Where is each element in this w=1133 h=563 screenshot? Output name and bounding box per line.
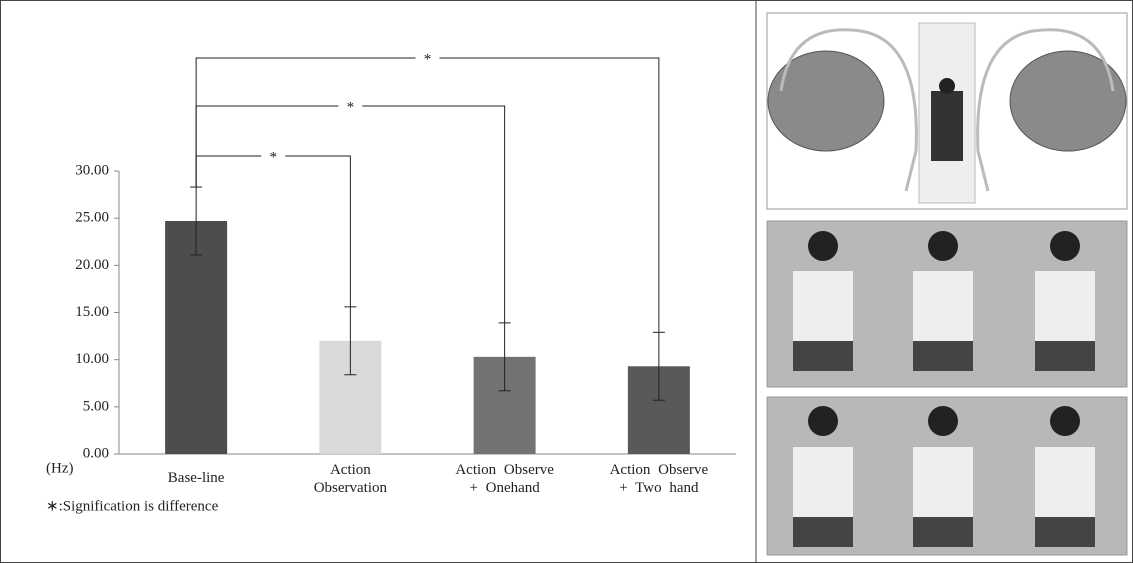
significance-label: * <box>424 51 432 67</box>
y-tick-label: 0.00 <box>83 445 109 461</box>
bar <box>165 221 227 454</box>
y-tick-label: 15.00 <box>75 304 109 320</box>
brain-image <box>767 13 1127 209</box>
x-tick-label: Action Observation <box>296 461 404 497</box>
y-tick-label: 10.00 <box>75 351 109 367</box>
significance-label: * <box>347 99 355 115</box>
y-unit: (Hz) <box>46 460 73 476</box>
x-tick-label: Action Observe + Onehand <box>451 461 559 497</box>
note: ∗:Signification is difference <box>46 498 219 514</box>
significance-bracket <box>196 58 659 332</box>
y-tick-label: 25.00 <box>75 210 109 226</box>
y-tick-label: 5.00 <box>83 398 109 414</box>
page: (Hz) ∗:Signification is difference 0.00 5… <box>0 0 1133 563</box>
significance-label: * <box>270 149 278 165</box>
photo-one-hand <box>767 221 1127 387</box>
x-tick-label: Base-line <box>142 469 250 487</box>
y-tick-label: 20.00 <box>75 257 109 273</box>
x-tick-label: Action Observe + Two hand <box>605 461 713 497</box>
y-tick-label: 30.00 <box>75 162 109 178</box>
photo-two-hand <box>767 397 1127 555</box>
